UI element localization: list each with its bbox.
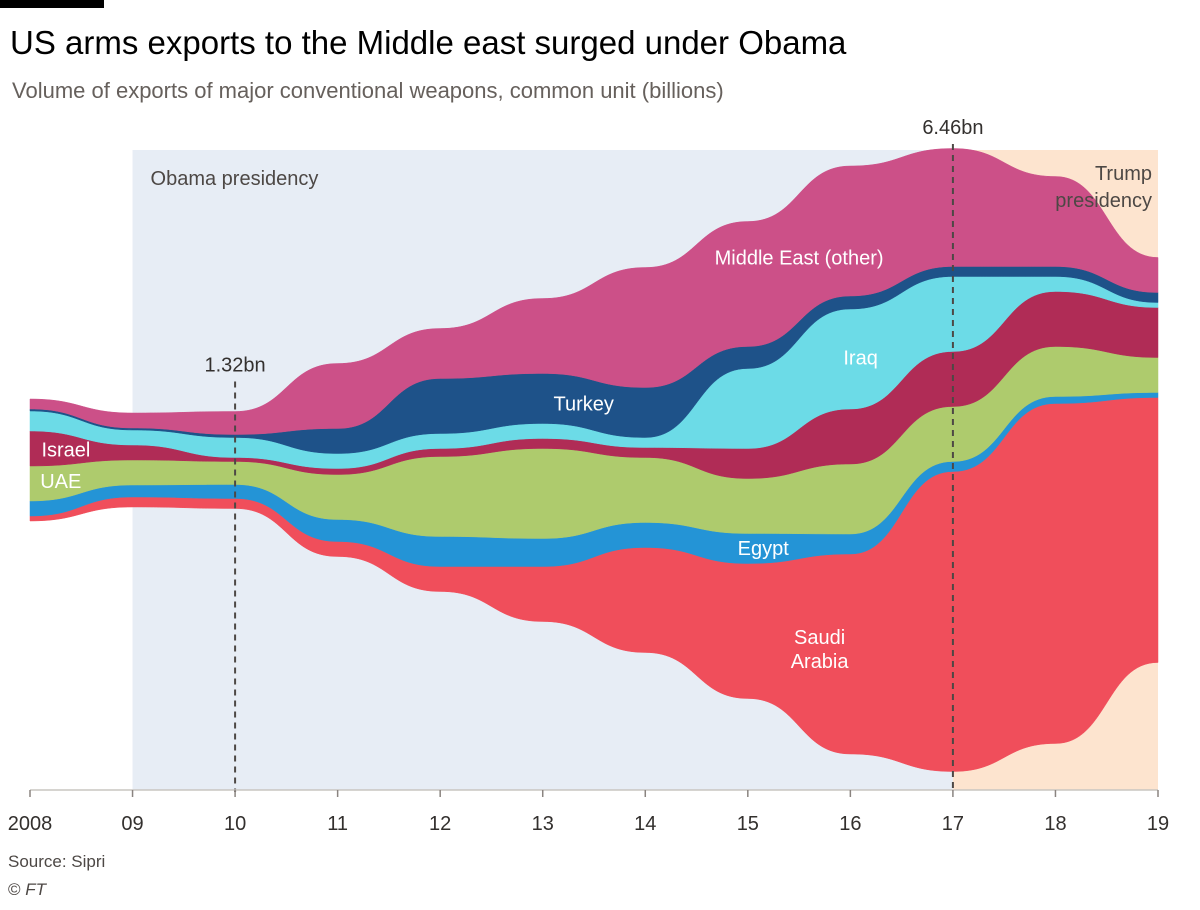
period-label-obama: Obama presidency bbox=[151, 168, 319, 190]
chart-subtitle: Volume of exports of major conventional … bbox=[12, 78, 724, 103]
brand-bar bbox=[0, 0, 104, 8]
x-tick-label-2009: 09 bbox=[121, 813, 143, 835]
x-tick-label-2012: 12 bbox=[429, 813, 451, 835]
series-label-israel: Israel bbox=[41, 440, 90, 462]
x-tick-label-2011: 11 bbox=[327, 813, 348, 835]
series-label-middle-east-other: Middle East (other) bbox=[715, 248, 884, 270]
x-tick-label-2019: 19 bbox=[1147, 813, 1169, 835]
series-label-saudi-arabia: Saudi Arabia bbox=[791, 627, 850, 673]
series-label-iraq: Iraq bbox=[843, 348, 877, 370]
annotation-label-2017: 6.46bn bbox=[922, 117, 983, 139]
period-label-trump: Trump presidency bbox=[1055, 163, 1152, 212]
x-tick-label-2010: 10 bbox=[224, 813, 246, 835]
series-label-egypt: Egypt bbox=[738, 538, 790, 560]
x-tick-label-2016: 16 bbox=[839, 813, 861, 835]
chart-title: US arms exports to the Middle east surge… bbox=[10, 24, 847, 61]
copyright-owner: FT bbox=[25, 880, 47, 899]
series-label-uae: UAE bbox=[40, 471, 81, 493]
copyright-note: © FT bbox=[8, 880, 46, 900]
x-tick-label-2008: 2008 bbox=[8, 813, 53, 835]
annotation-label-2010: 1.32bn bbox=[205, 355, 266, 377]
x-tick-label-2014: 14 bbox=[634, 813, 656, 835]
x-tick-label-2013: 13 bbox=[532, 813, 554, 835]
x-tick-label-2015: 15 bbox=[737, 813, 759, 835]
series-label-turkey: Turkey bbox=[554, 393, 614, 415]
x-tick-label-2017: 17 bbox=[942, 813, 964, 835]
source-note: Source: Sipri bbox=[8, 852, 106, 871]
x-tick-label-2018: 18 bbox=[1044, 813, 1066, 835]
copyright-symbol: © bbox=[8, 880, 21, 899]
